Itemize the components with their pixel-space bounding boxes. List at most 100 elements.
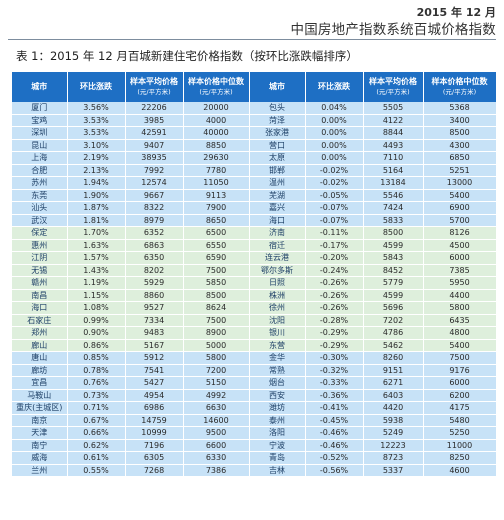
table-row: 惠州 1.63% 6863 6550 宿迁 -0.17% 4599 4500 (12, 239, 497, 252)
cell-median-price: 4992 (183, 389, 250, 402)
cell-mom-change: 2.13% (67, 164, 126, 177)
cell-mom-change-right: 0.00% (305, 139, 364, 152)
table-row: 天津 0.66% 10999 9500 洛阳 -0.46% 5249 5250 (12, 426, 497, 440)
cell-median-price-right: 5950 (423, 276, 497, 290)
table-row: 保定 1.70% 6352 6500 济南 -0.11% 8500 8126 (12, 226, 497, 240)
cell-median-price: 8900 (183, 326, 250, 340)
cell-mom-change: 1.94% (67, 176, 126, 190)
table-row: 兰州 0.55% 7268 7386 吉林 -0.56% 5337 4600 (12, 464, 497, 477)
table-row: 江阴 1.57% 6350 6590 连云港 -0.20% 5843 6000 (12, 251, 497, 265)
cell-city-right: 烟台 (249, 376, 306, 390)
cell-avg-price-right: 4599 (363, 289, 424, 302)
cell-median-price-right: 5368 (423, 102, 497, 115)
cell-median-price: 9113 (183, 189, 250, 202)
cell-mom-change: 1.15% (67, 289, 126, 302)
cell-city: 郑州 (12, 326, 68, 340)
cell-city: 海口 (12, 301, 68, 315)
report-title: 中国房地产指数系统百城价格指数 (290, 22, 496, 38)
cell-avg-price: 5912 (125, 351, 184, 365)
table-row: 苏州 1.94% 12574 11050 温州 -0.02% 13184 13000 (12, 176, 497, 190)
cell-city-right: 海口 (249, 214, 306, 227)
cell-avg-price-right: 5833 (363, 214, 424, 227)
cell-avg-price: 8202 (125, 264, 184, 277)
cell-mom-change: 0.90% (67, 326, 126, 340)
table-row: 唐山 0.85% 5912 5800 金华 -0.30% 8260 7500 (12, 351, 497, 365)
cell-city-right: 吉林 (249, 464, 306, 477)
cell-city: 汕头 (12, 201, 68, 215)
table-row: 汕头 1.87% 8322 7900 嘉兴 -0.07% 7424 6900 (12, 201, 497, 215)
cell-city: 苏州 (12, 176, 68, 190)
cell-avg-price: 42591 (125, 126, 184, 140)
cell-avg-price-right: 12223 (363, 439, 424, 452)
cell-city-right: 沈阳 (249, 314, 306, 327)
cell-median-price: 6630 (183, 401, 250, 415)
cell-avg-price-right: 9151 (363, 364, 424, 377)
cell-avg-price-right: 4122 (363, 114, 424, 127)
cell-mom-change-right: 0.00% (305, 151, 364, 165)
cell-mom-change-right: -0.11% (305, 226, 364, 240)
cell-median-price: 6550 (183, 239, 250, 252)
cell-avg-price-right: 5696 (363, 301, 424, 315)
cell-mom-change: 0.78% (67, 364, 126, 377)
table-row: 马鞍山 0.73% 4954 4992 西安 -0.36% 6403 6200 (12, 389, 497, 402)
cell-city: 深圳 (12, 126, 68, 140)
cell-mom-change-right: -0.02% (305, 176, 364, 190)
table-header-row: 城市 环比涨跌 样本平均价格 (元/平方米) 样本价格中位数 (元/平方米) 城市 … (12, 72, 497, 102)
cell-city-right: 西安 (249, 389, 306, 402)
cell-mom-change: 0.99% (67, 314, 126, 327)
col-header-city-right: 城市 (249, 72, 306, 102)
cell-mom-change: 1.57% (67, 251, 126, 265)
cell-mom-change-right: -0.41% (305, 401, 364, 415)
table-row: 廊坊 0.78% 7541 7200 常熟 -0.32% 9151 9176 (12, 364, 497, 377)
cell-avg-price: 5929 (125, 276, 184, 290)
cell-mom-change: 3.10% (67, 139, 126, 152)
cell-city-right: 鄂尔多斯 (249, 264, 306, 277)
cell-avg-price: 7196 (125, 439, 184, 452)
cell-median-price-right: 6000 (423, 251, 497, 265)
cell-median-price: 8650 (183, 214, 250, 227)
cell-city-right: 泰州 (249, 414, 306, 427)
cell-city-right: 太原 (249, 151, 306, 165)
cell-city-right: 温州 (249, 176, 306, 190)
col-header-city: 城市 (12, 72, 68, 102)
cell-median-price-right: 8500 (423, 126, 497, 140)
cell-median-price: 14600 (183, 414, 250, 427)
cell-avg-price-right: 13184 (363, 176, 424, 190)
cell-mom-change: 3.53% (67, 114, 126, 127)
cell-city-right: 金华 (249, 351, 306, 365)
cell-mom-change: 1.90% (67, 189, 126, 202)
cell-mom-change-right: -0.20% (305, 251, 364, 265)
cell-median-price-right: 6435 (423, 314, 497, 327)
cell-mom-change: 1.19% (67, 276, 126, 290)
cell-city: 廊山 (12, 339, 68, 352)
cell-city-right: 包头 (249, 102, 306, 115)
cell-city-right: 营口 (249, 139, 306, 152)
cell-avg-price-right: 5779 (363, 276, 424, 290)
cell-median-price: 11050 (183, 176, 250, 190)
cell-avg-price: 5167 (125, 339, 184, 352)
cell-avg-price: 10999 (125, 426, 184, 440)
cell-median-price-right: 5251 (423, 164, 497, 177)
cell-avg-price-right: 5462 (363, 339, 424, 352)
cell-median-price-right: 6000 (423, 376, 497, 390)
cell-city: 兰州 (12, 464, 68, 477)
table-row: 南昌 1.15% 8860 8500 株洲 -0.26% 4599 4400 (12, 289, 497, 302)
cell-avg-price: 7541 (125, 364, 184, 377)
cell-mom-change: 0.85% (67, 351, 126, 365)
cell-city: 南宁 (12, 439, 68, 452)
col-header-mom-change-right: 环比涨跌 (305, 72, 364, 102)
cell-avg-price: 7992 (125, 164, 184, 177)
cell-avg-price: 9667 (125, 189, 184, 202)
cell-city: 宝鸡 (12, 114, 68, 127)
cell-median-price-right: 5400 (423, 339, 497, 352)
table-row: 东莞 1.90% 9667 9113 芜湖 -0.05% 5546 5400 (12, 189, 497, 202)
cell-median-price: 7780 (183, 164, 250, 177)
cell-avg-price: 9407 (125, 139, 184, 152)
cell-mom-change-right: -0.02% (305, 164, 364, 177)
cell-mom-change-right: 0.00% (305, 114, 364, 127)
table-row: 石家庄 0.99% 7334 7500 沈阳 -0.28% 7202 6435 (12, 314, 497, 327)
report-date: 2015 年 12 月 (416, 6, 496, 19)
table-row: 宝鸡 3.53% 3985 4000 菏泽 0.00% 4122 3400 (12, 114, 497, 127)
cell-mom-change-right: -0.45% (305, 414, 364, 427)
cell-avg-price-right: 8844 (363, 126, 424, 140)
